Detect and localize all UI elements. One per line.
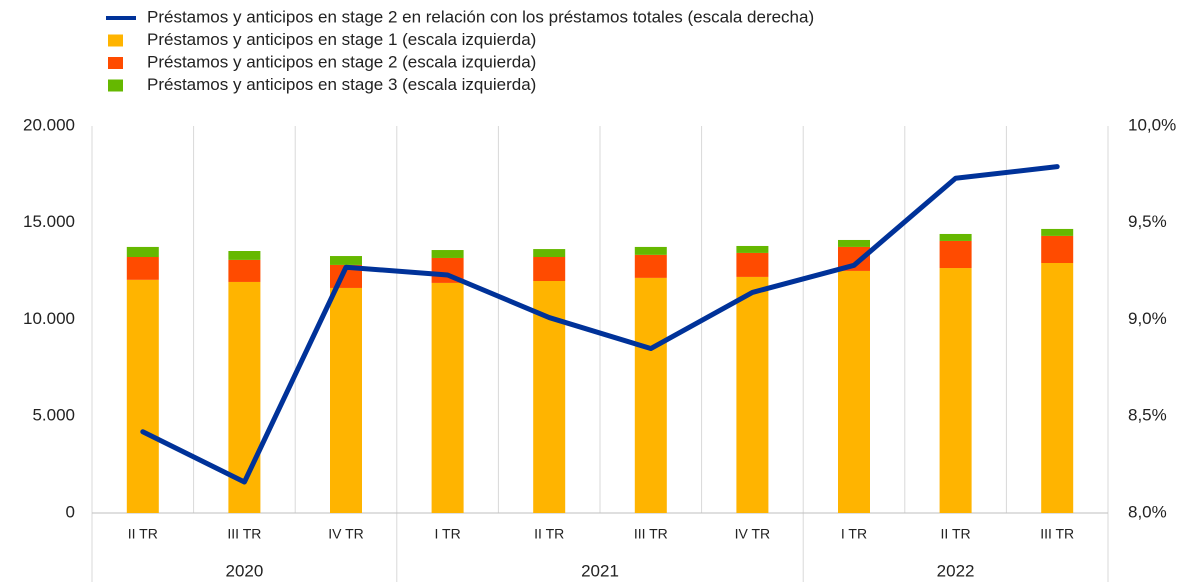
bar [838, 270, 870, 513]
bar [939, 233, 972, 241]
bar [1041, 262, 1074, 513]
bar [330, 287, 362, 513]
y2-tick-label: 9,0% [1128, 309, 1167, 328]
bar [736, 276, 769, 513]
bar [228, 259, 261, 282]
legend-swatch [108, 34, 123, 47]
bar [431, 250, 464, 258]
legend-label: Préstamos y anticipos en stage 3 (escala… [147, 75, 536, 94]
y-tick-label: 15.000 [23, 212, 75, 231]
x-tick-label: III TR [1040, 526, 1074, 542]
bar [431, 282, 464, 513]
y-tick-label: 10.000 [23, 309, 75, 328]
x-tick-label: III TR [227, 526, 261, 542]
bar [1041, 228, 1074, 236]
bar [838, 239, 870, 247]
bar [126, 256, 159, 280]
x-tick-label: I TR [841, 526, 867, 542]
bar [126, 279, 159, 513]
y2-tick-label: 9,5% [1128, 212, 1167, 231]
bar [533, 256, 566, 281]
x-tick-label: IV TR [735, 526, 771, 542]
y2-tick-label: 8,0% [1128, 502, 1167, 521]
y2-tick-label: 8,5% [1128, 406, 1167, 425]
year-label: 2020 [225, 561, 263, 580]
y-tick-label: 20.000 [23, 115, 75, 134]
legend-label: Préstamos y anticipos en stage 1 (escala… [147, 30, 536, 49]
bar [939, 268, 972, 513]
bar [736, 245, 769, 253]
bar [330, 256, 362, 265]
bar [533, 249, 566, 257]
bar [634, 254, 667, 278]
y2-tick-label: 10,0% [1128, 115, 1176, 134]
x-tick-label: I TR [434, 526, 460, 542]
bar [634, 246, 667, 255]
bar [228, 251, 261, 260]
bar [939, 240, 972, 269]
year-label: 2021 [581, 561, 619, 580]
bar [634, 277, 667, 513]
x-tick-label: III TR [634, 526, 668, 542]
year-label: 2022 [937, 561, 975, 580]
legend-swatch [108, 57, 123, 69]
bar [736, 252, 769, 277]
y-tick-label: 5.000 [32, 406, 75, 425]
legend-swatch [108, 79, 123, 92]
x-tick-label: II TR [128, 526, 158, 542]
legend-label: Préstamos y anticipos en stage 2 (escala… [147, 52, 536, 71]
y-tick-label: 0 [66, 502, 75, 521]
x-tick-label: II TR [941, 526, 971, 542]
legend-label: Préstamos y anticipos en stage 2 en rela… [147, 7, 814, 26]
bar [1041, 235, 1074, 263]
line-series [140, 164, 1060, 485]
bar [126, 246, 159, 257]
x-tick-label: II TR [534, 526, 564, 542]
x-tick-label: IV TR [328, 526, 364, 542]
